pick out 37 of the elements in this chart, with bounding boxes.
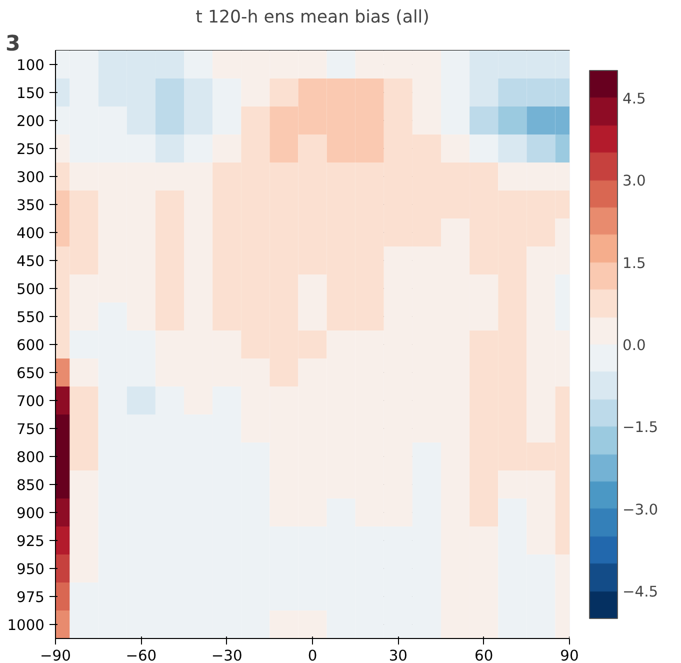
y-tick-label: 250 bbox=[16, 141, 45, 158]
y-tick-label: 925 bbox=[16, 533, 45, 550]
y-tick-label: 150 bbox=[16, 85, 45, 102]
y-tick-label: 550 bbox=[16, 309, 45, 326]
y-tick-label: 350 bbox=[16, 197, 45, 214]
y-tick-label: 1000 bbox=[7, 617, 45, 634]
y-tick-label: 200 bbox=[16, 113, 45, 130]
color-bar-label: 4.5 bbox=[622, 90, 646, 108]
x-tick-label: −30 bbox=[211, 648, 242, 663]
color-bar-label: −1.5 bbox=[622, 419, 658, 436]
y-tick-label: 700 bbox=[16, 393, 45, 410]
x-tick-label: 90 bbox=[560, 648, 579, 663]
y-tick-label: 400 bbox=[16, 225, 45, 242]
y-tick-label: 850 bbox=[16, 477, 45, 494]
y-tick-label: 750 bbox=[16, 421, 45, 438]
chart-title: t 120-h ens mean bias (all) bbox=[196, 8, 430, 28]
y-tick-label: 900 bbox=[16, 505, 45, 522]
y-tick-label: 600 bbox=[16, 337, 45, 354]
y-tick-label: 500 bbox=[16, 281, 45, 298]
x-tick-label: −60 bbox=[126, 648, 157, 663]
y-tick-label: 650 bbox=[16, 365, 45, 382]
color-bar-label: −4.5 bbox=[622, 584, 658, 601]
color-bar-label: 1.5 bbox=[622, 254, 646, 272]
color-bar-label: 0.0 bbox=[622, 337, 646, 354]
color-bar-label: −3.0 bbox=[622, 501, 658, 518]
y-tick-label: 800 bbox=[16, 449, 45, 466]
text: 3 bbox=[6, 32, 20, 56]
y-tick-label: 450 bbox=[16, 253, 45, 270]
x-tick-label: 60 bbox=[474, 648, 494, 663]
y-tick-label: 300 bbox=[16, 169, 45, 186]
x-tick-label: 0 bbox=[308, 648, 318, 663]
color-bar-label: 3.0 bbox=[622, 172, 646, 190]
y-tick-label: 950 bbox=[16, 561, 45, 578]
x-tick-label: 30 bbox=[388, 648, 408, 663]
y-tick-label: 975 bbox=[16, 589, 45, 606]
x-tick-label: −90 bbox=[40, 648, 71, 663]
y-tick-label: 100 bbox=[16, 57, 45, 74]
